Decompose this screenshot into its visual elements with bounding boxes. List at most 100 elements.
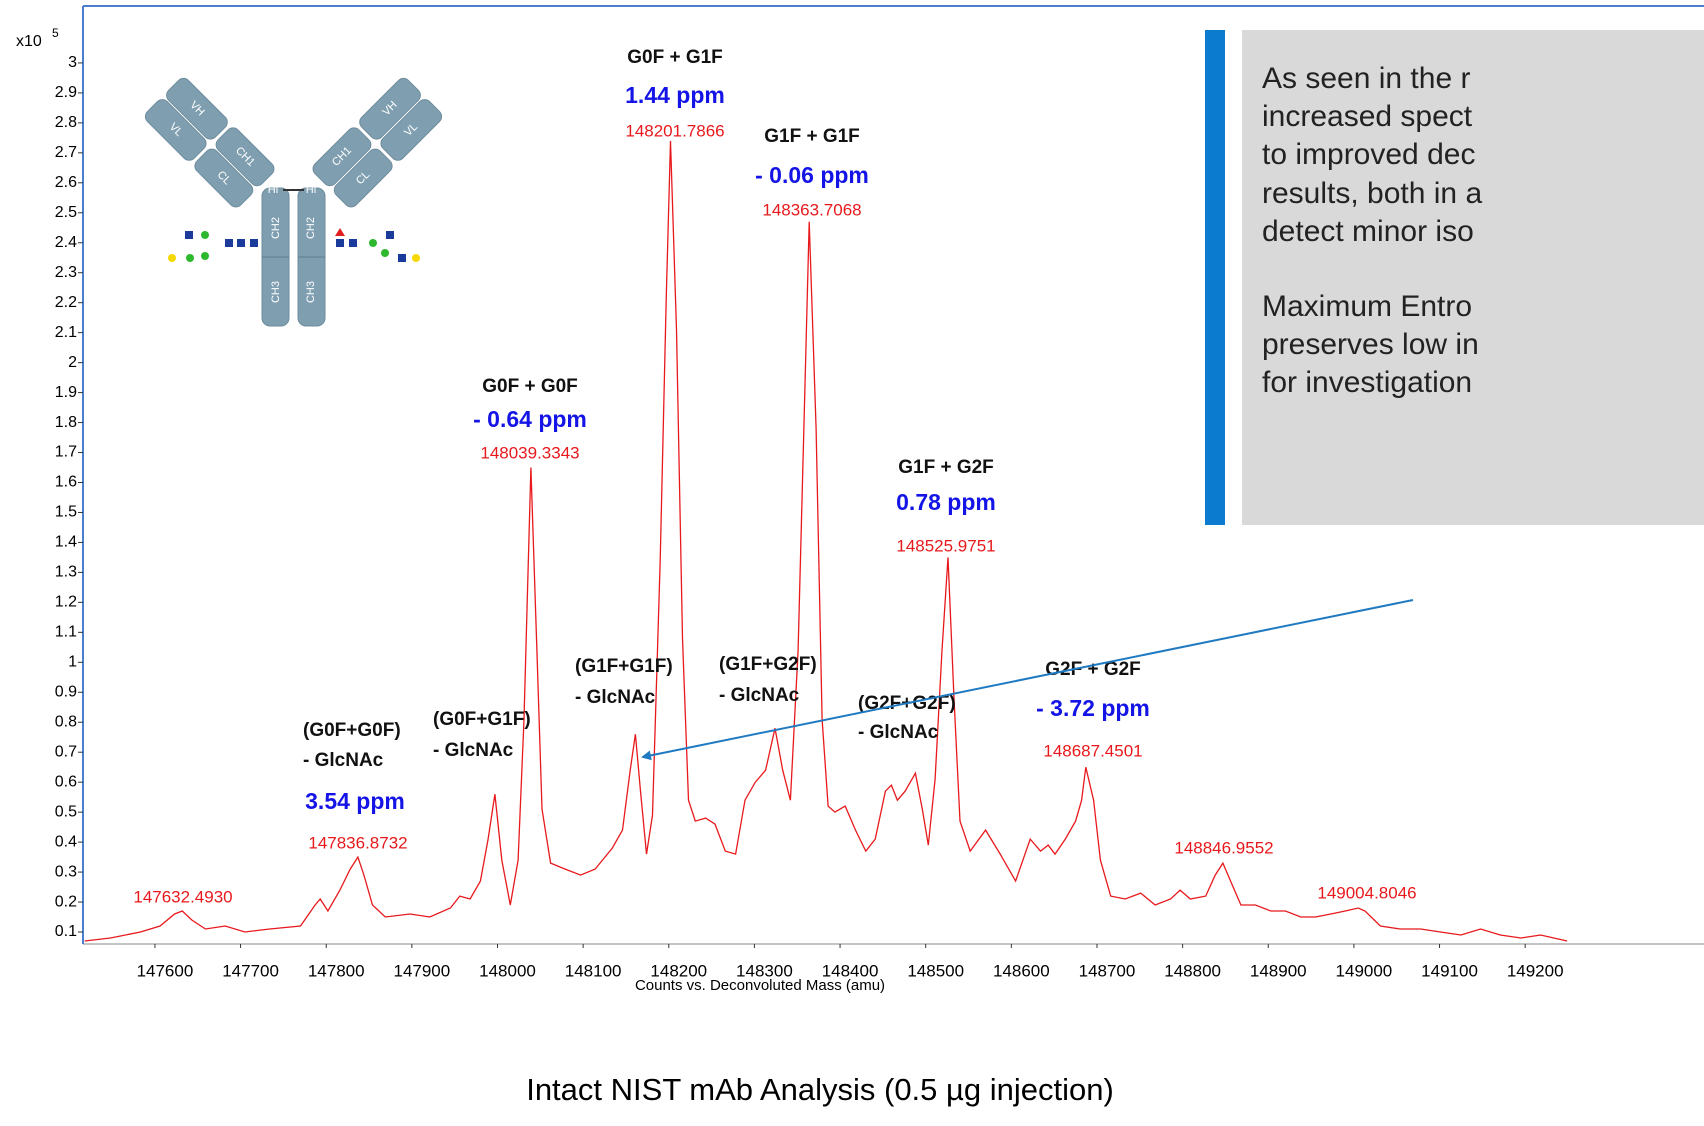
glycan <box>386 231 394 239</box>
glycan <box>201 231 209 239</box>
peak-ppm: - 3.72 ppm <box>1036 695 1150 721</box>
peak-label: - GlcNAc <box>303 750 384 771</box>
domain <box>144 99 207 161</box>
glycan <box>237 239 245 247</box>
ch3-label: CH3 <box>270 281 282 303</box>
y-exponent: 5 <box>52 26 59 40</box>
y-tick-label: 2.2 <box>55 294 77 311</box>
y-tick-label: 1.1 <box>55 624 77 641</box>
y-tick-label: 1.6 <box>55 474 77 491</box>
peak-label: - GlcNAc <box>858 722 939 743</box>
peak-mass: 148363.7068 <box>762 200 861 219</box>
domain <box>333 148 393 208</box>
y-tick-label: 2 <box>68 354 77 371</box>
glycan <box>398 254 406 262</box>
y-tick-label: 0.5 <box>55 803 77 820</box>
right-arm: CH1 VH CL VL <box>312 77 443 208</box>
left-arm: CH1 VH CL VL <box>144 77 275 208</box>
x-tick-label: 147700 <box>222 961 279 980</box>
y-tick-label: 2.4 <box>55 234 77 251</box>
domain <box>194 148 254 208</box>
y-tick-label: 2.7 <box>55 144 77 161</box>
y-tick-label: 2.6 <box>55 174 77 191</box>
ch3-label: CH3 <box>305 281 317 303</box>
glycan <box>250 239 258 247</box>
peak-ppm: 0.78 ppm <box>896 489 996 515</box>
y-tick-label: 3 <box>68 54 77 71</box>
y-tick-label: 0.4 <box>55 833 77 850</box>
x-tick-label: 148300 <box>736 961 793 980</box>
note-line: preserves low in <box>1262 328 1479 361</box>
y-tick-label: 0.3 <box>55 863 77 880</box>
x-tick-label: 148000 <box>479 961 536 980</box>
peak-label: - GlcNAc <box>575 687 656 708</box>
x-tick-label: 149100 <box>1421 961 1478 980</box>
glycan <box>201 252 209 260</box>
y-tick-label: 1.8 <box>55 414 77 431</box>
arrow <box>641 599 1414 761</box>
y-tick-label: 2.9 <box>55 84 77 101</box>
x-tick-label: 148600 <box>993 961 1050 980</box>
peak-label: G1F + G2F <box>898 457 994 478</box>
y-tick-label: 1.4 <box>55 534 77 551</box>
x-tick-label: 147800 <box>308 961 365 980</box>
peak-mass: 148201.7866 <box>625 121 724 140</box>
y-tick-label: 1.9 <box>55 384 77 401</box>
peak-label: (G0F+G1F) <box>433 709 531 730</box>
caption: Intact NIST mAb Analysis (0.5 µg injecti… <box>526 1072 1114 1107</box>
ch2-label: CH2 <box>305 217 317 239</box>
glycans <box>168 228 420 262</box>
note-line: results, both in a <box>1262 177 1482 210</box>
peak-label: G2F + G2F <box>1045 659 1141 680</box>
x-tick-label: 148700 <box>1079 961 1136 980</box>
note-bar <box>1205 30 1225 525</box>
glycan <box>186 254 194 262</box>
peak-mass: 147836.8732 <box>308 833 407 852</box>
hinge-label: Hi <box>306 184 316 196</box>
peak-mass: 148846.9552 <box>1174 838 1273 857</box>
peak-label: G1F + G1F <box>764 126 860 147</box>
y-tick-label: 0.1 <box>55 923 77 940</box>
domain <box>215 127 275 187</box>
y-tick-label: 1.5 <box>55 504 77 521</box>
domain <box>312 127 372 187</box>
x-tick-label: 148900 <box>1250 961 1307 980</box>
peak-mass: 148525.9751 <box>896 536 995 555</box>
peak-label: G0F + G0F <box>482 376 578 397</box>
x-tick-label: 148200 <box>650 961 707 980</box>
glycan <box>185 231 193 239</box>
y-tick-label: 0.7 <box>55 743 77 760</box>
peak-label: (G0F+G0F) <box>303 720 401 741</box>
x-tick-label: 148400 <box>822 961 879 980</box>
note-box <box>1242 30 1704 525</box>
y-tick-label: 1.2 <box>55 594 77 611</box>
y-tick-label: 0.9 <box>55 683 77 700</box>
note-line: Maximum Entro <box>1262 290 1472 323</box>
y-tick-label: 0.2 <box>55 893 77 910</box>
note-line: As seen in the r <box>1262 62 1470 95</box>
note-line: for investigation <box>1262 366 1472 399</box>
glycan <box>336 239 344 247</box>
y-tick-label: 0.8 <box>55 713 77 730</box>
peak-mass: 148687.4501 <box>1043 741 1142 760</box>
peak-label: (G1F+G2F) <box>719 654 817 675</box>
antibody-diagram: CH1 VH CL VL CH1 VH CL VL Hi Hi CH2 CH2 … <box>144 77 443 327</box>
peak-mass: 148039.3343 <box>480 443 579 462</box>
glycan <box>369 239 377 247</box>
peak-mass: 147632.4930 <box>133 887 232 906</box>
note-line: to improved dec <box>1262 138 1475 171</box>
peak-ppm: - 0.64 ppm <box>473 406 587 432</box>
x-tick-label: 149000 <box>1336 961 1393 980</box>
x-tick-label: 147900 <box>393 961 450 980</box>
y-tick-label: 1 <box>68 654 77 671</box>
hinge-label: Hi <box>268 184 278 196</box>
peak-label: G0F + G1F <box>627 47 723 68</box>
x-tick-label: 147600 <box>137 961 194 980</box>
y-tick-label: 2.5 <box>55 204 77 221</box>
y-tick-label: 2.1 <box>55 324 77 341</box>
x-axis-label: Counts vs. Deconvoluted Mass (amu) <box>635 977 885 994</box>
glycan <box>412 254 420 262</box>
glycan <box>349 239 357 247</box>
domain <box>166 77 228 140</box>
spectrum-line <box>84 140 1568 942</box>
